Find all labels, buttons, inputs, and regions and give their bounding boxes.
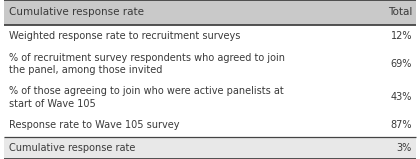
Text: % of those agreeing to join who were active panelists at
start of Wave 105: % of those agreeing to join who were act…: [9, 86, 284, 109]
Bar: [4, 25, 416, 47]
Bar: [4, 0, 416, 25]
Text: % of recruitment survey respondents who agreed to join
the panel, among those in: % of recruitment survey respondents who …: [9, 53, 285, 75]
Bar: [4, 114, 416, 137]
Text: 43%: 43%: [391, 92, 412, 102]
Bar: [4, 81, 416, 114]
Text: Cumulative response rate: Cumulative response rate: [9, 7, 144, 17]
Text: 12%: 12%: [391, 31, 412, 41]
Text: 69%: 69%: [391, 59, 412, 69]
Text: 87%: 87%: [391, 120, 412, 130]
Text: Cumulative response rate: Cumulative response rate: [9, 143, 135, 153]
Text: 3%: 3%: [397, 143, 412, 153]
Bar: [4, 137, 416, 159]
Text: Total: Total: [388, 7, 412, 17]
Text: Weighted response rate to recruitment surveys: Weighted response rate to recruitment su…: [9, 31, 240, 41]
Bar: [4, 47, 416, 81]
Text: Response rate to Wave 105 survey: Response rate to Wave 105 survey: [9, 120, 179, 130]
